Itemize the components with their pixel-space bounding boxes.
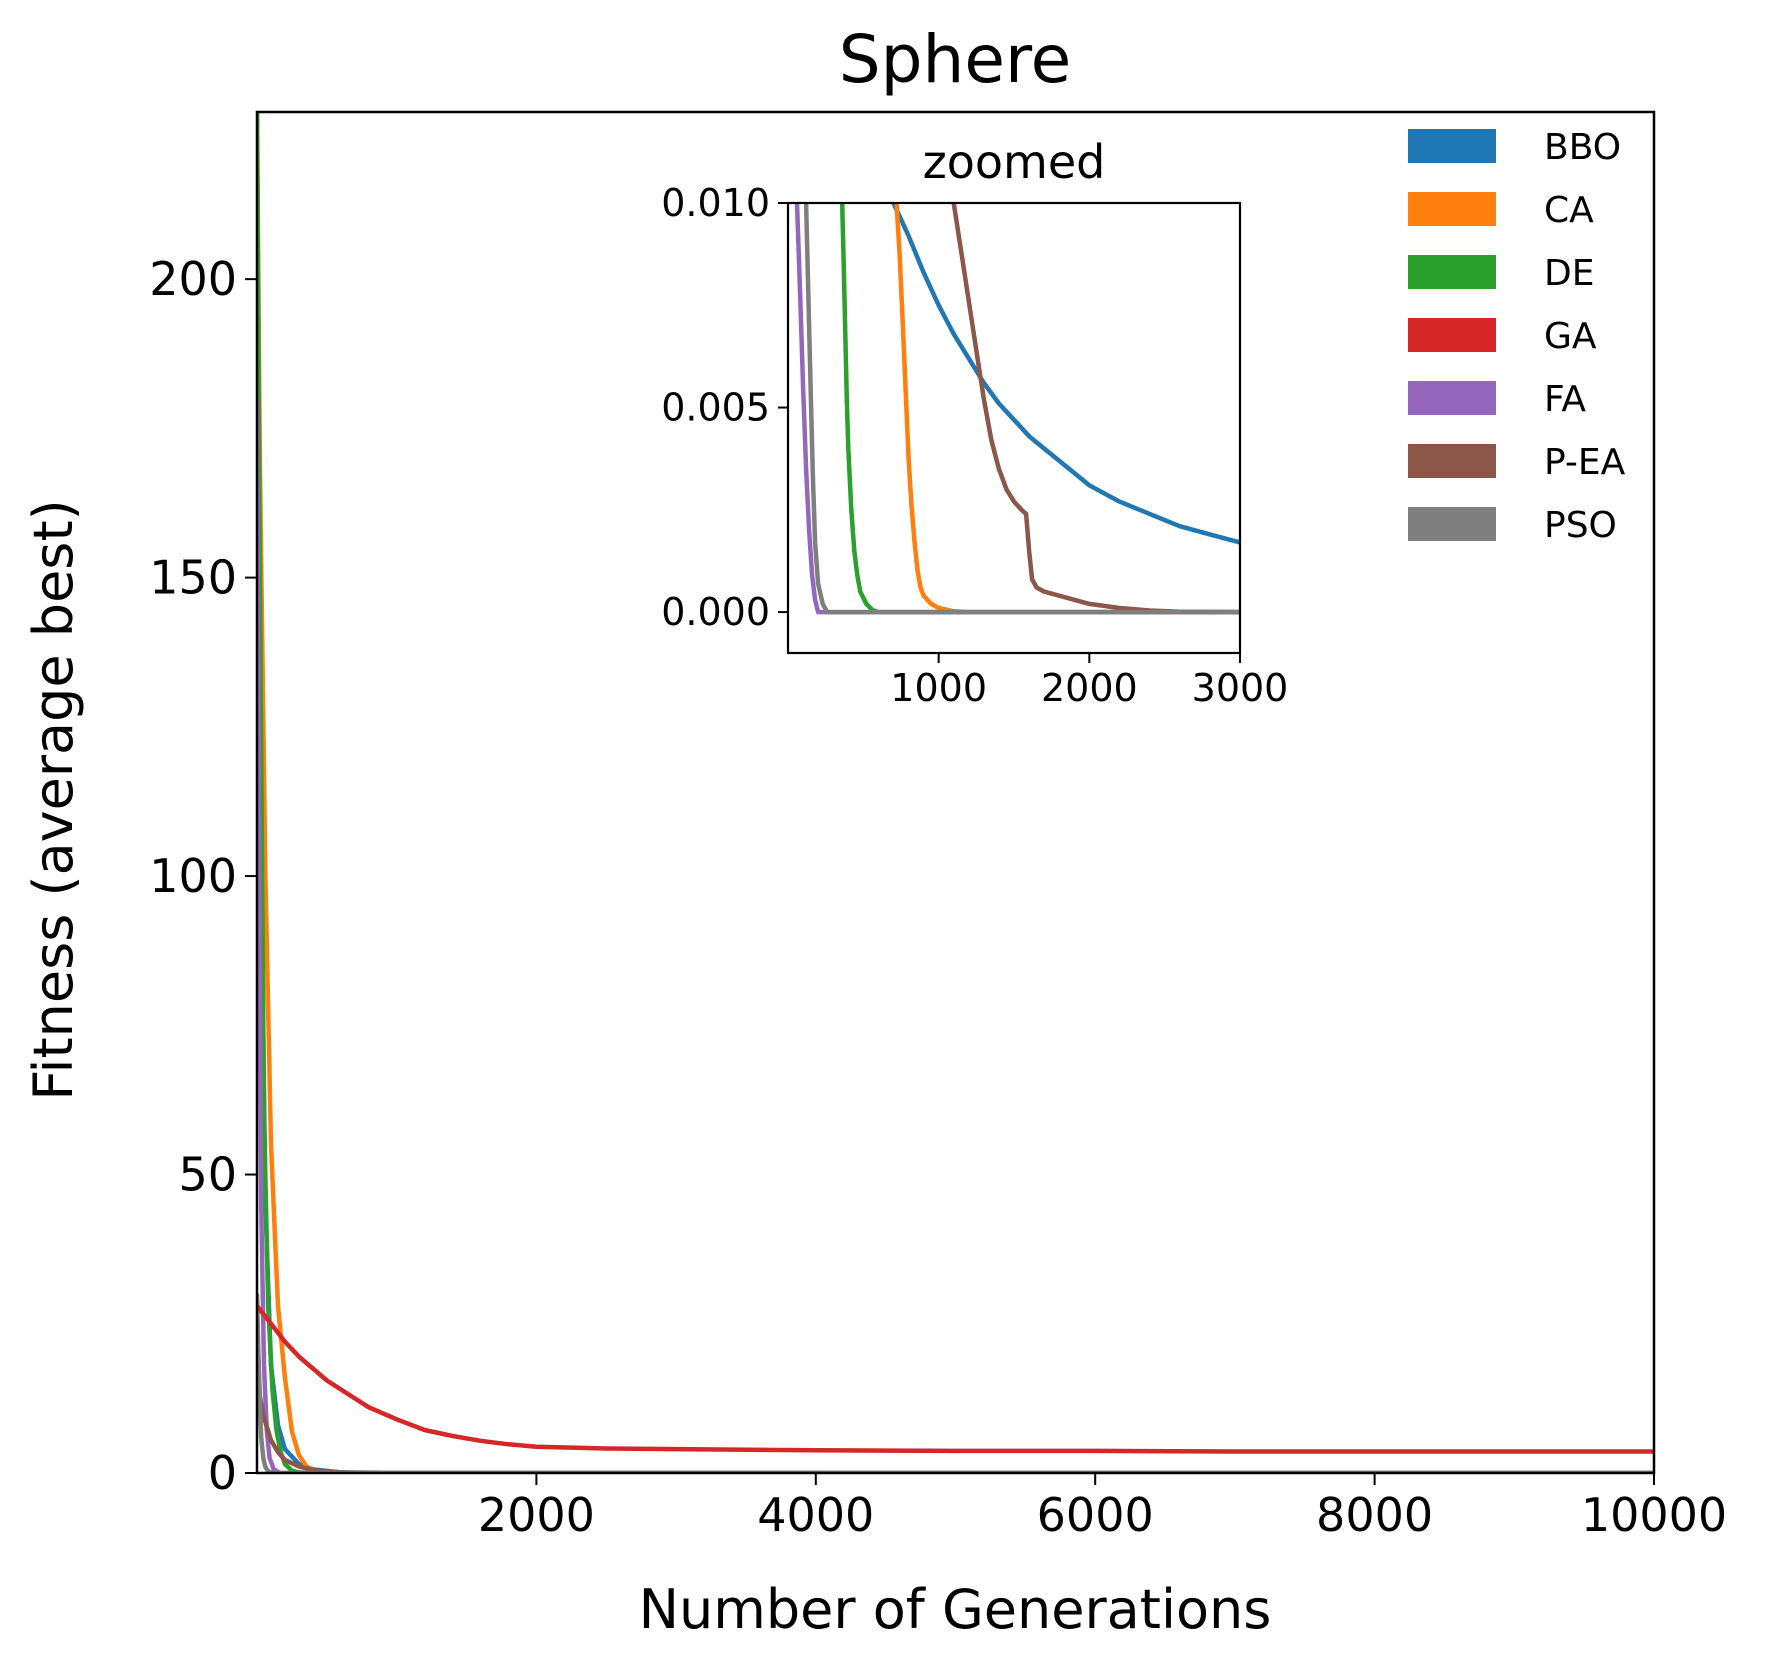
inset-series-line-p-ea [951,203,1240,615]
legend-swatch-pso [1408,507,1496,541]
inset-x-tick-label: 2000 [1041,666,1138,710]
x-tick-label: 2000 [478,1488,595,1542]
legend-swatch-de [1408,255,1496,289]
legend-label-pso: PSO [1544,505,1617,546]
legend-swatch-bbo [1408,129,1496,163]
inset-frame [786,201,1242,655]
inset-y-tick-label: 0.005 [661,386,770,430]
inset-y-tick-label: 0.010 [661,181,770,225]
x-axis-label: Number of Generations [639,1578,1272,1641]
inset-title: zoomed [923,135,1106,189]
inset-series-lines [794,203,1240,615]
legend-swatch-p-ea [1408,444,1496,478]
legend-label-p-ea: P-EA [1544,442,1626,483]
y-tick-label: 0 [208,1446,237,1500]
y-tick-label: 200 [149,252,237,306]
legend-label-ga: GA [1544,316,1597,357]
legend-label-de: DE [1544,253,1594,294]
legend-swatch-fa [1408,381,1496,415]
inset-y-tick-label: 0.000 [661,590,770,634]
legend: BBO CA DE GA FA P-EA PSO [1408,127,1626,546]
x-tick-label: 8000 [1316,1488,1433,1542]
y-tick-label: 100 [149,849,237,903]
y-tick-label: 150 [149,551,237,605]
legend-swatch-ga [1408,318,1496,352]
inset-series-line-fa [794,203,1240,615]
inset-series-line-bbo [891,203,1240,545]
x-tick-label: 4000 [757,1488,874,1542]
legend-label-ca: CA [1544,190,1594,231]
series-line-ga [257,1304,1654,1454]
y-axis-label: Fitness (average best) [22,499,85,1100]
legend-label-bbo: BBO [1544,127,1621,168]
inset-x-tick-label: 3000 [1192,666,1289,710]
inset-series-line-pso [803,203,1240,615]
x-tick-label: 6000 [1037,1488,1154,1542]
main-axis-ticks: 2000 4000 6000 8000 10000 0 50 100 150 200 [149,252,1727,1542]
main-plot-frame [255,110,1656,1475]
inset-plot: zoomed 1000 2000 3000 0.000 0.005 0.010 [661,135,1288,710]
legend-swatch-ca [1408,192,1496,226]
main-title: Sphere [839,21,1072,98]
y-tick-label: 50 [178,1148,237,1202]
inset-axis-ticks: 1000 2000 3000 0.000 0.005 0.010 [661,181,1288,710]
legend-label-fa: FA [1544,379,1586,420]
main-plot: Sphere Number of Generations Fitness (av… [22,21,1727,1641]
inset-background [788,203,1240,653]
x-tick-label: 10000 [1581,1488,1727,1542]
inset-x-tick-label: 1000 [890,666,987,710]
